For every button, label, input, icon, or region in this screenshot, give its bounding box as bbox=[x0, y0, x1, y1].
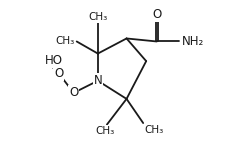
Text: CH₃: CH₃ bbox=[96, 126, 115, 136]
Text: O: O bbox=[69, 86, 78, 99]
Text: O: O bbox=[152, 8, 161, 21]
Text: N: N bbox=[94, 74, 102, 87]
Text: NH₂: NH₂ bbox=[182, 35, 204, 48]
Text: O: O bbox=[54, 67, 63, 80]
Text: HO: HO bbox=[45, 54, 63, 67]
Text: CH₃: CH₃ bbox=[55, 36, 74, 47]
Text: CH₃: CH₃ bbox=[88, 12, 108, 22]
Text: CH₃: CH₃ bbox=[145, 125, 164, 135]
